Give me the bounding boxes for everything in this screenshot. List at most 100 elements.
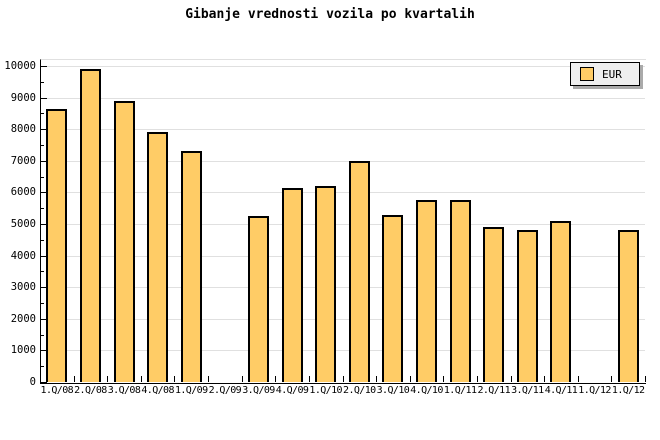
bar [550,220,572,382]
x-tick [308,376,310,382]
plot-frame [40,59,646,384]
x-tick [40,376,41,382]
x-axis-label: 4.Q/08 [141,385,174,396]
y-major-tick [41,224,47,225]
y-axis-label: 10000 [4,60,36,72]
y-major-tick [41,129,47,131]
bar [180,151,202,382]
x-axis-label: 2.Q/08 [74,385,107,396]
x-tick [510,376,512,382]
y-minor-tick [41,239,44,241]
x-tick [577,376,579,382]
bar [113,100,135,382]
bar [348,160,370,382]
chart-title: Gibanje vrednosti vozila po kvartalih [185,7,475,22]
bar [281,187,303,382]
x-axis-label: 1.Q/10 [309,385,342,396]
y-major-tick [41,255,47,257]
gridline [41,160,645,162]
x-axis-label: 2.Q/11 [477,385,510,396]
gridline [41,255,645,257]
y-minor-tick [41,366,44,368]
gridline [41,350,645,352]
y-major-tick [41,192,47,194]
x-axis-label: 1.Q/08 [40,385,74,396]
x-axis-label: 3.Q/10 [376,385,410,396]
x-axis-label: 3.Q/08 [107,385,141,396]
gridline [41,66,645,67]
x-axis-label: 2.Q/09 [208,385,242,396]
y-major-tick [41,160,47,162]
x-tick [376,376,378,382]
y-major-tick [41,382,47,383]
x-tick [443,376,445,382]
y-major-tick [41,97,47,99]
gridline [41,129,645,131]
x-axis-label: 1.Q/12 [578,385,611,396]
bar [46,108,68,382]
bar [416,200,438,382]
gridline [41,97,645,99]
y-major-tick [41,350,47,352]
gridline [41,192,645,194]
bar [617,230,639,382]
x-tick [342,376,344,382]
y-axis-label: 6000 [10,186,36,199]
x-axis-label: 3.Q/11 [511,385,544,396]
x-axis-label: 4.Q/11 [544,385,578,396]
gridline [41,224,645,225]
legend-label: EUR [602,67,622,81]
x-axis-label: 2.Q/10 [343,385,376,396]
x-tick [241,376,243,382]
x-tick [107,376,109,382]
y-axis-label: 2000 [10,312,36,325]
y-axis-label: 8000 [10,123,36,136]
bar [315,186,337,382]
y-minor-tick [41,81,44,83]
y-minor-tick [41,208,44,210]
y-axis-label: 7000 [10,154,36,167]
x-axis-label: 1.Q/11 [443,385,477,396]
x-axis-label: 1.Q/12 [611,385,645,396]
y-minor-tick [41,113,44,115]
x-axis-label: 1.Q/09 [174,385,208,396]
x-axis-label: 4.Q/09 [275,385,309,396]
x-tick [544,376,546,382]
x-axis-label: 3.Q/09 [242,385,275,396]
y-axis-label: 3000 [10,281,36,294]
bar [449,200,471,382]
x-tick [275,376,277,382]
y-axis-label: 0 [29,376,36,388]
x-tick [476,376,478,382]
bar [483,227,505,382]
gridline [41,287,645,289]
y-axis-label: 9000 [10,91,36,104]
y-axis-label: 1000 [10,344,36,357]
y-major-tick [41,66,47,67]
legend: EUR [570,62,640,86]
y-minor-tick [41,145,44,146]
y-major-tick [41,287,47,289]
x-tick [73,376,75,382]
x-tick [645,376,646,382]
y-axis-label: 5000 [10,218,36,230]
x-tick [174,376,176,382]
x-axis-label: 4.Q/10 [410,385,443,396]
y-minor-tick [41,176,44,178]
y-major-tick [41,318,47,320]
gridline [41,318,645,320]
bar [382,214,404,382]
y-minor-tick [41,303,44,304]
y-minor-tick [41,271,44,273]
bar [147,132,169,382]
y-minor-tick [41,334,44,336]
x-tick [611,376,613,382]
y-axis-label: 4000 [10,249,36,262]
bar [247,216,269,382]
legend-swatch [580,67,594,81]
x-tick [140,376,142,382]
x-tick [208,376,210,382]
bar [79,69,101,382]
bar [516,230,538,382]
